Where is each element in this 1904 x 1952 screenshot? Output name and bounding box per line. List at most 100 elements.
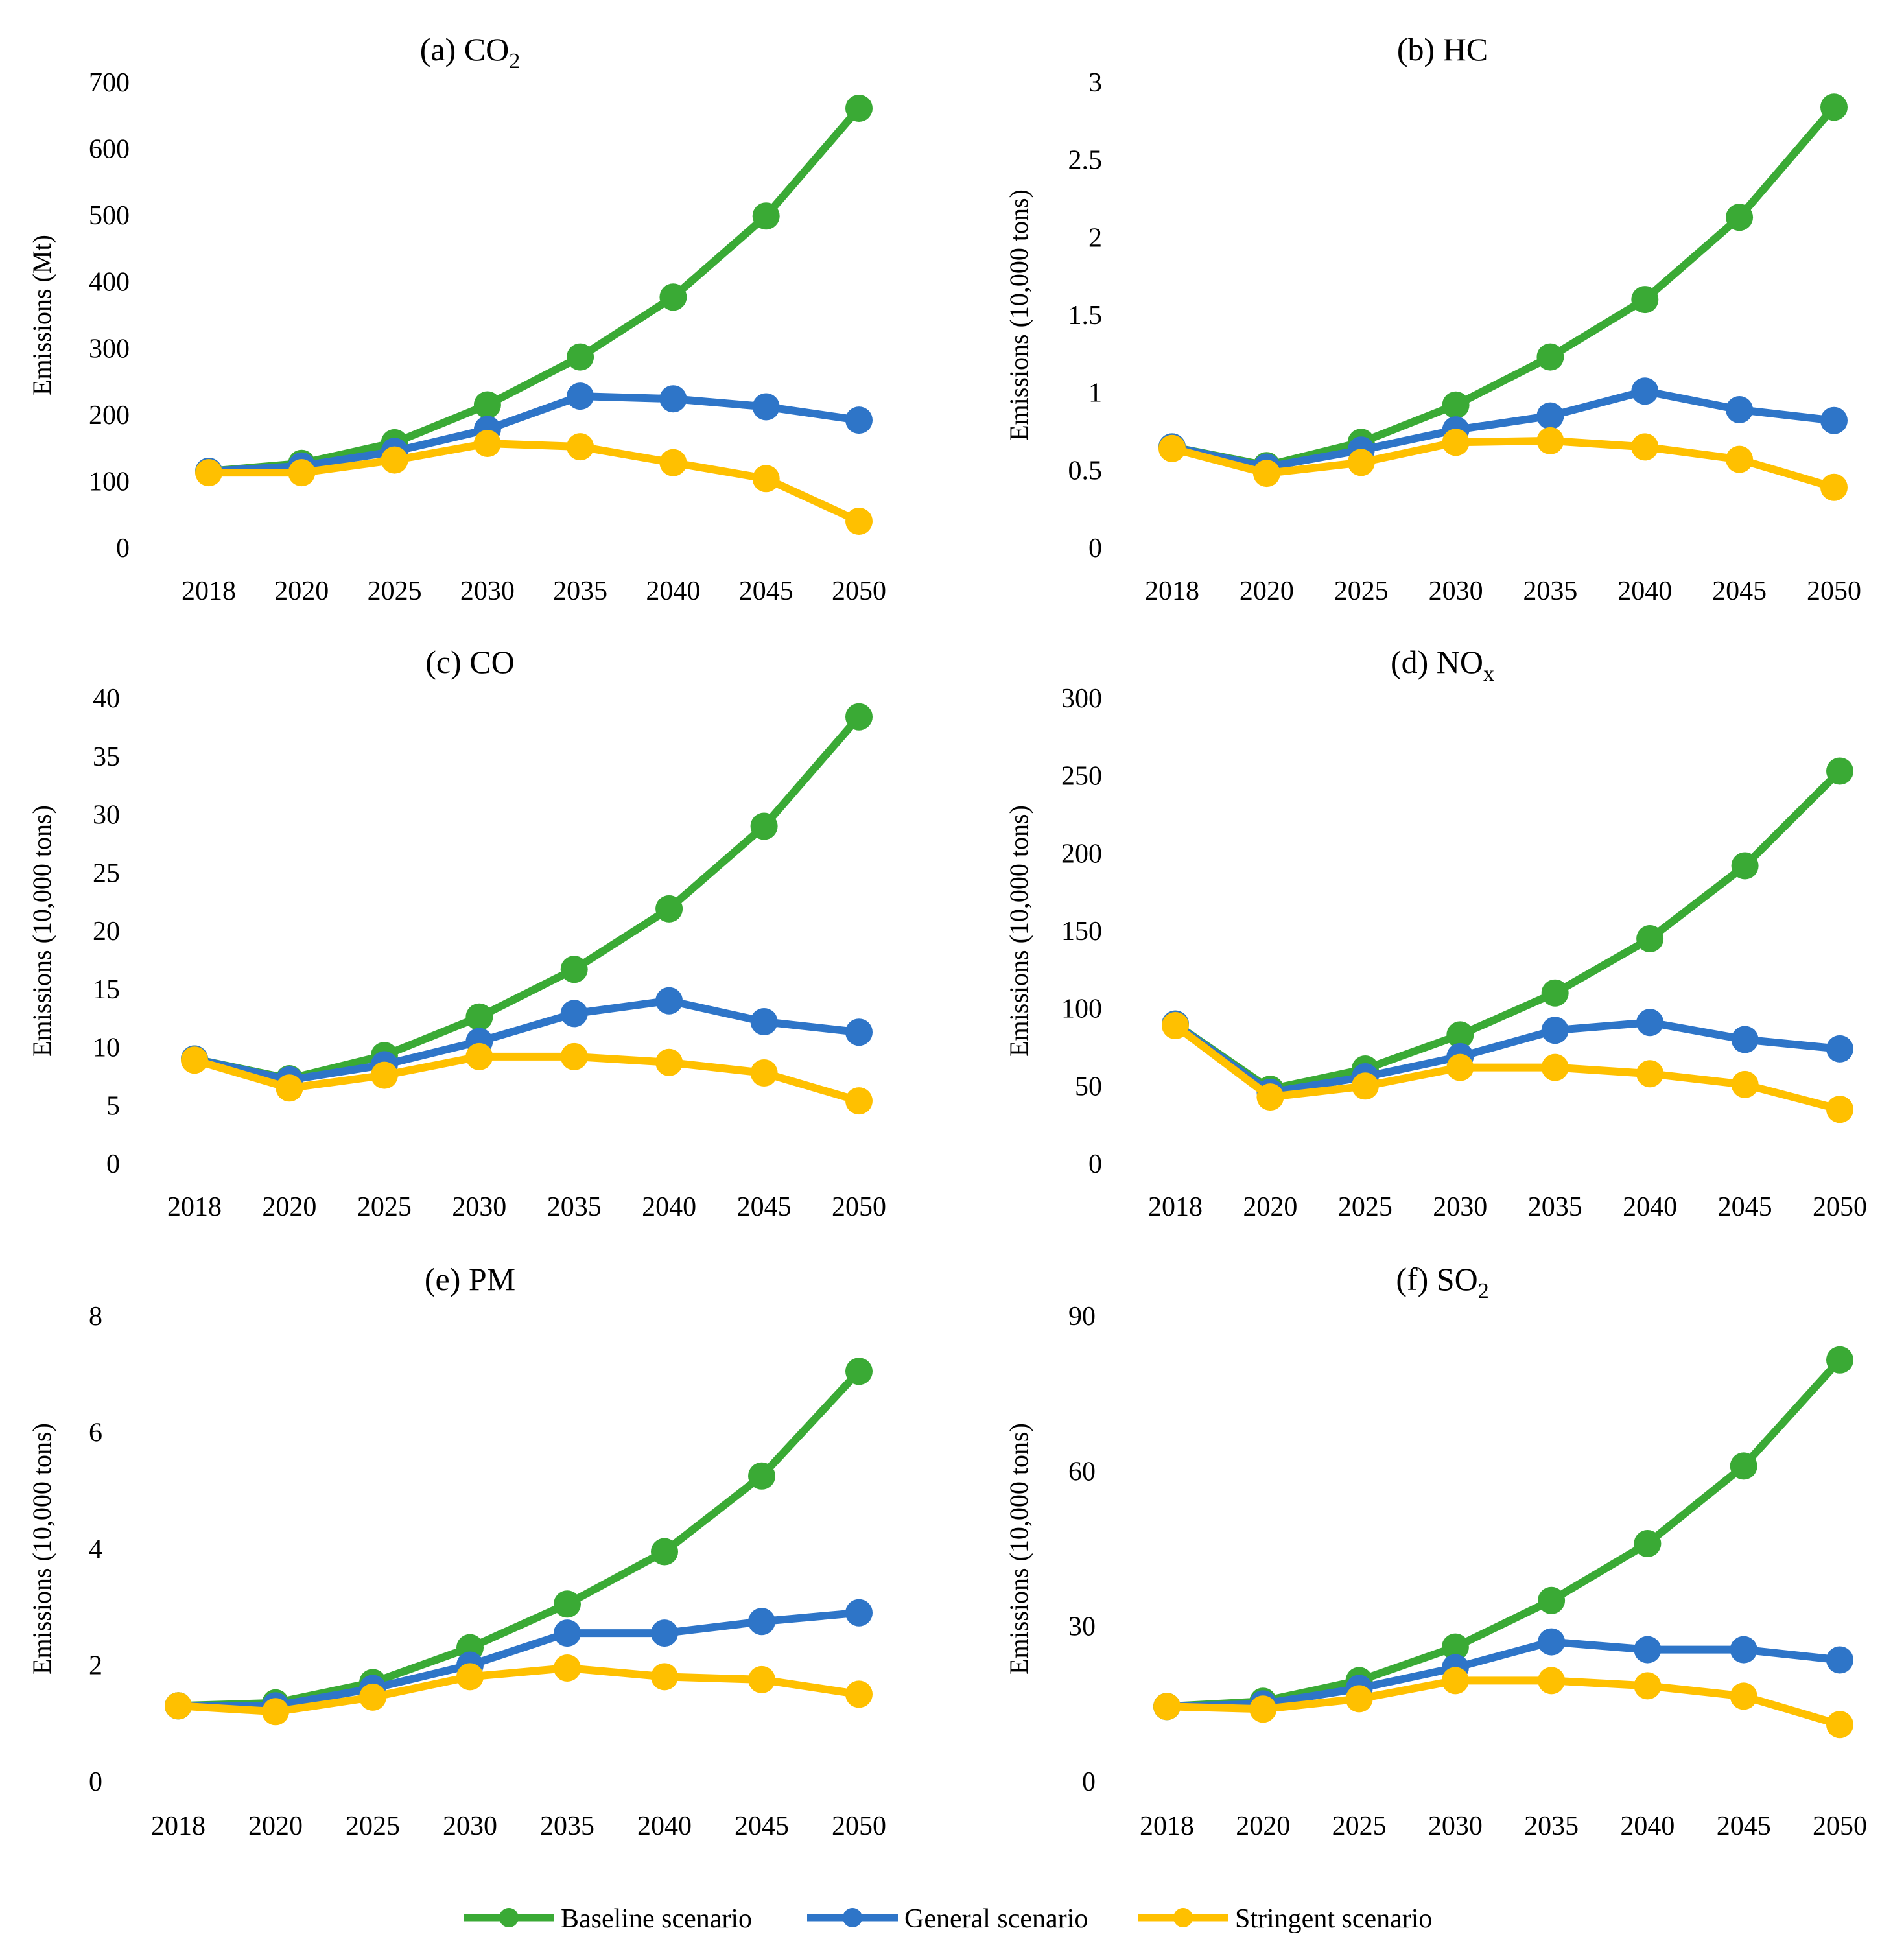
y-tick-label: 300: [1061, 684, 1102, 714]
legend-marker-general: [843, 1908, 862, 1927]
chart-title-subscript: 2: [509, 49, 520, 73]
x-tick-label: 2020: [1236, 1811, 1290, 1841]
data-point-stringent: [1347, 449, 1375, 476]
x-tick-label: 2035: [540, 1811, 594, 1841]
data-point-baseline: [1442, 391, 1470, 419]
y-tick-label: 6: [89, 1418, 102, 1448]
y-tick-label: 100: [89, 467, 130, 497]
legend-label-stringent: Stringent scenario: [1235, 1904, 1432, 1934]
y-tick-label: 0: [1082, 1767, 1096, 1797]
y-tick-label: 200: [1061, 839, 1102, 869]
data-point-baseline: [1826, 1346, 1853, 1374]
chart-title: (a) CO2: [420, 31, 520, 73]
x-tick-label: 2045: [737, 1192, 792, 1222]
chart-panel-b: (b) HC 0 0.5 1 1.5 2 2.5 3 2018 2020 2025 2030 2035 2…: [1004, 31, 1861, 606]
data-point-stringent: [1826, 1096, 1853, 1123]
y-axis-label: Emissions (10,000 tons): [1004, 189, 1033, 441]
data-point-stringent: [1634, 1672, 1662, 1700]
series-line-general: [174, 1608, 863, 1710]
data-point-baseline: [1631, 286, 1659, 314]
y-axis-label: Emissions (10,000 tons): [1004, 805, 1033, 1057]
x-tick-label: 2035: [1528, 1192, 1582, 1222]
y-tick-label: 250: [1061, 762, 1102, 792]
data-point-baseline: [1634, 1530, 1662, 1557]
data-point-stringent: [1730, 1682, 1757, 1710]
y-tick-label: 400: [89, 268, 130, 298]
data-point-general: [1730, 1636, 1757, 1664]
data-point-stringent: [1731, 1070, 1759, 1098]
data-point-general: [1536, 402, 1564, 430]
y-tick-label: 20: [93, 917, 120, 947]
x-tick-label: 2030: [1428, 1811, 1483, 1841]
chart-title: (f) SO2: [1396, 1261, 1488, 1303]
data-point-baseline: [845, 95, 873, 122]
data-point-general: [1631, 377, 1659, 405]
legend-marker-stringent: [1173, 1908, 1193, 1927]
data-point-baseline: [845, 1358, 873, 1385]
data-point-stringent: [567, 433, 594, 461]
x-tick-label: 2018: [167, 1192, 222, 1222]
data-point-stringent: [473, 430, 501, 457]
y-tick-label: 2: [89, 1651, 102, 1681]
legend: Baseline scenario General scenario Strin…: [464, 1904, 1432, 1934]
y-tick-label: 150: [1061, 917, 1102, 947]
data-point-stringent: [750, 1059, 778, 1087]
y-tick-label: 4: [89, 1535, 102, 1564]
data-point-stringent: [554, 1654, 581, 1682]
data-point-stringent: [1162, 1012, 1189, 1039]
chart-title-subscript: x: [1483, 662, 1494, 686]
data-point-general: [1826, 1035, 1853, 1063]
y-tick-label: 700: [89, 68, 130, 98]
y-tick-label: 5: [106, 1091, 120, 1121]
legend-item-general: General scenario: [807, 1904, 1088, 1934]
y-tick-label: 100: [1061, 994, 1102, 1024]
data-point-baseline: [1636, 925, 1664, 952]
x-tick-label: 2030: [1429, 576, 1483, 606]
data-point-general: [1731, 1026, 1759, 1053]
chart-title: (d) NOx: [1391, 644, 1494, 686]
data-point-stringent: [1541, 1053, 1569, 1081]
chart-title-text: (c) CO: [425, 644, 514, 680]
data-point-general: [845, 406, 873, 434]
x-tick-label: 2035: [1523, 576, 1577, 606]
data-point-stringent: [1441, 1667, 1469, 1695]
x-tick-label: 2035: [547, 1192, 602, 1222]
data-point-stringent: [1726, 445, 1754, 473]
data-point-stringent: [181, 1046, 208, 1074]
y-tick-label: 25: [93, 858, 120, 888]
data-point-general: [659, 385, 687, 413]
data-point-general: [1538, 1628, 1566, 1656]
chart-title-text: (f) SO: [1396, 1261, 1477, 1297]
data-point-stringent: [845, 508, 873, 535]
series-line-stringent: [1168, 436, 1838, 491]
x-tick-label: 2030: [1433, 1192, 1487, 1222]
y-tick-label: 200: [89, 401, 130, 430]
y-tick-label: 35: [93, 742, 120, 772]
data-point-general: [567, 382, 594, 410]
y-tick-label: 8: [89, 1302, 102, 1332]
series-line-stringent: [174, 1664, 863, 1716]
x-tick-label: 2040: [646, 576, 700, 606]
data-point-stringent: [1826, 1711, 1853, 1739]
data-point-general: [845, 1599, 873, 1627]
y-tick-label: 0: [1088, 1149, 1102, 1179]
data-point-baseline: [465, 1003, 493, 1031]
series-line-stringent: [1163, 1676, 1844, 1729]
data-point-general: [1726, 396, 1754, 423]
y-tick-label: 30: [1068, 1612, 1096, 1642]
x-tick-label: 2040: [1623, 1192, 1677, 1222]
series-line-general: [205, 392, 863, 475]
data-point-general: [845, 1018, 873, 1046]
data-point-general: [1634, 1636, 1662, 1664]
data-point-baseline: [560, 956, 588, 983]
y-axis-label: Emissions (Mt): [27, 235, 56, 395]
data-point-general: [560, 1000, 588, 1028]
y-tick-label: 90: [1068, 1302, 1096, 1332]
data-point-stringent: [1631, 433, 1659, 461]
x-tick-label: 2025: [346, 1811, 400, 1841]
data-point-stringent: [1256, 1083, 1284, 1111]
